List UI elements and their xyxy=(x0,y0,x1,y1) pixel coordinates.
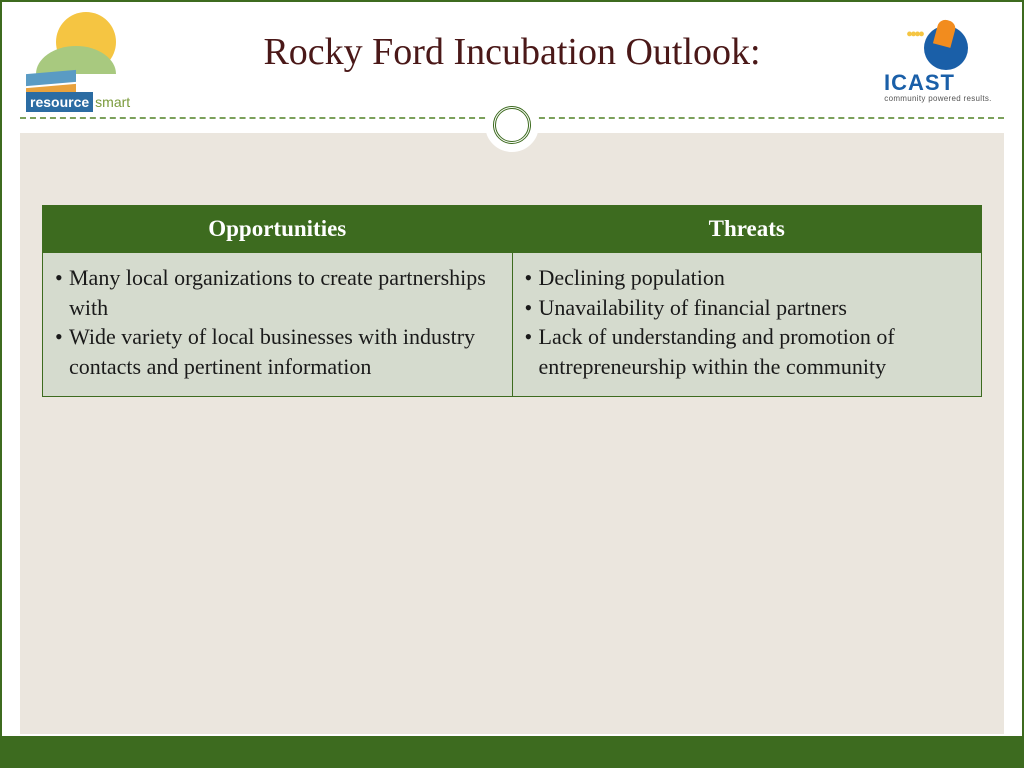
list-item: Wide variety of local businesses with in… xyxy=(55,322,500,381)
opportunities-cell: Many local organizations to create partn… xyxy=(43,253,513,397)
list-item: Lack of understanding and promotion of e… xyxy=(525,322,970,381)
header: resourcesmart Rocky Ford Incubation Outl… xyxy=(2,2,1022,133)
threats-cell: Declining population Unavailability of f… xyxy=(512,253,982,397)
logo-right-name: ICAST xyxy=(884,70,955,96)
resourcesmart-logo: resourcesmart xyxy=(26,12,156,112)
list-item: Declining population xyxy=(525,263,970,293)
col-header-opportunities: Opportunities xyxy=(43,206,513,253)
swot-table: Opportunities Threats Many local organiz… xyxy=(42,205,982,397)
slide: resourcesmart Rocky Ford Incubation Outl… xyxy=(0,0,1024,768)
logo-left-text1: resource xyxy=(26,92,93,112)
logo-right-tagline: community powered results. xyxy=(878,94,998,103)
list-item: Unavailability of financial partners xyxy=(525,293,970,323)
table-row: Many local organizations to create partn… xyxy=(43,253,982,397)
icast-logo: •••• ICAST community powered results. xyxy=(878,20,998,110)
body: Opportunities Threats Many local organiz… xyxy=(20,133,1004,734)
logo-left-text2: smart xyxy=(93,92,132,112)
col-header-threats: Threats xyxy=(512,206,982,253)
list-item: Many local organizations to create partn… xyxy=(55,263,500,322)
footer-bar xyxy=(2,736,1022,766)
circle-ornament xyxy=(485,98,539,152)
